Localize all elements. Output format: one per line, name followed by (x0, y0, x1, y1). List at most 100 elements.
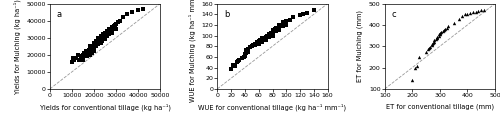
Point (458, 15, 466, 17)
Point (69, 57, 77, 59)
Point (268, 32, 276, 34)
Point (84, 55, 92, 57)
Point (116, 20, 124, 22)
Point (98, 37, 106, 39)
Point (412, 66, 420, 67)
Point (79, 57, 87, 59)
Point (438, 31, 446, 33)
Point (472, 11, 480, 13)
Point (300, 13, 308, 15)
Point (104, 30, 112, 32)
Point (79, 54, 87, 56)
Point (279, 25, 287, 27)
Point (84, 52, 92, 54)
X-axis label: WUE for conventional tillage (kg ha⁻¹ mm⁻¹): WUE for conventional tillage (kg ha⁻¹ mm… (198, 104, 346, 111)
Point (70, 59, 78, 61)
Point (86, 45, 94, 47)
Point (99, 38, 107, 40)
Text: c: c (392, 10, 396, 19)
Point (477, 9, 485, 11)
Y-axis label: Yields for Mulching (kg ha⁻¹): Yields for Mulching (kg ha⁻¹) (14, 0, 21, 94)
Point (424, 48, 432, 50)
Point (433, 36, 441, 38)
Point (94, 37, 102, 39)
Point (86, 49, 94, 51)
Y-axis label: ET for Mulching (mm): ET for Mulching (mm) (357, 10, 364, 82)
Point (411, 66, 419, 68)
Point (90, 42, 98, 44)
Point (310, 9, 318, 11)
Point (134, 9, 142, 11)
Point (268, 35, 276, 36)
Point (282, 20, 290, 22)
Point (79, 59, 87, 61)
Point (77, 55, 85, 57)
Point (436, 32, 444, 34)
Point (428, 44, 436, 46)
Point (108, 27, 116, 28)
Point (100, 35, 108, 37)
Point (430, 39, 438, 41)
Point (252, 44, 260, 46)
Point (265, 33, 273, 35)
Point (279, 21, 287, 23)
Point (267, 32, 275, 34)
Point (444, 25, 452, 27)
Point (114, 21, 122, 23)
Point (480, 9, 488, 11)
Point (466, 12, 474, 14)
Point (88, 52, 96, 54)
Point (474, 10, 482, 12)
Point (408, 79, 416, 81)
Point (101, 35, 109, 37)
Point (89, 45, 97, 47)
Point (263, 35, 271, 36)
Point (101, 38, 109, 40)
Point (260, 37, 268, 39)
Point (234, 60, 242, 62)
Y-axis label: WUE for Mulching (kg ha⁻¹ mm⁻¹): WUE for Mulching (kg ha⁻¹ mm⁻¹) (188, 0, 196, 102)
Point (98, 40, 106, 42)
Point (90, 45, 98, 47)
Point (268, 29, 276, 31)
Text: a: a (56, 10, 62, 19)
Point (138, 8, 146, 10)
Point (443, 27, 451, 29)
Point (84, 49, 92, 51)
Point (68, 61, 76, 63)
Point (82, 50, 90, 52)
Point (238, 57, 246, 59)
Point (106, 28, 114, 30)
Point (81, 52, 89, 54)
Point (112, 23, 120, 25)
Point (104, 32, 112, 33)
Point (254, 41, 262, 43)
Point (79, 55, 87, 57)
Point (262, 39, 270, 41)
Point (244, 51, 252, 52)
Point (438, 30, 446, 32)
Point (74, 59, 82, 61)
Point (460, 13, 468, 15)
Point (112, 28, 120, 30)
Point (440, 29, 448, 31)
Point (242, 50, 250, 51)
Point (96, 40, 104, 42)
Point (96, 38, 104, 40)
Point (81, 55, 89, 57)
Point (90, 47, 98, 49)
Point (242, 52, 250, 54)
Point (87, 50, 95, 52)
Point (101, 32, 109, 33)
Point (434, 35, 442, 36)
Point (86, 50, 94, 52)
Point (434, 33, 442, 35)
Point (236, 59, 244, 60)
Point (296, 14, 304, 16)
Point (256, 39, 264, 41)
Point (227, 68, 235, 69)
Point (123, 13, 131, 15)
Point (96, 42, 104, 44)
Point (276, 29, 283, 31)
Point (429, 42, 437, 44)
